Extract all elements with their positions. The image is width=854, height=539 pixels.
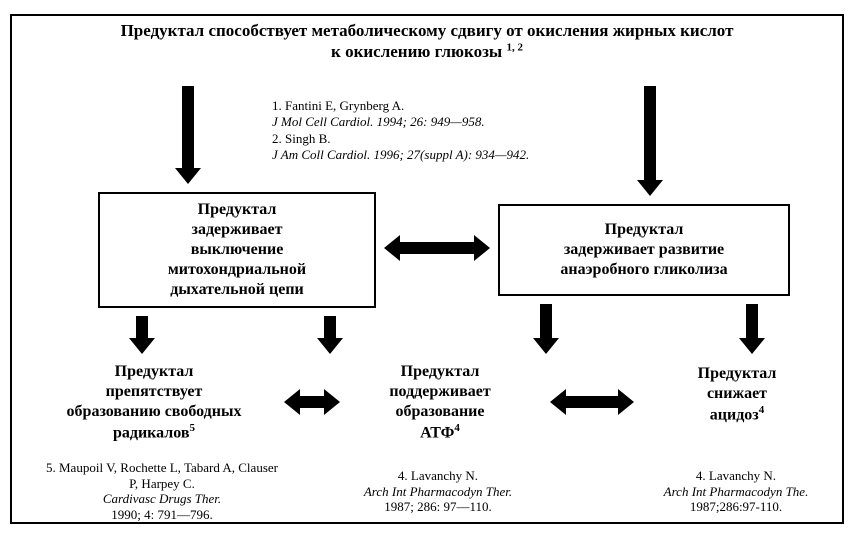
arrow-down_title_left <box>175 86 201 184</box>
reference-4-center: 4. Lavanchy N. Arch Int Pharmacodyn Ther… <box>322 468 554 515</box>
arrow-down_title_right <box>637 86 663 196</box>
tc-l4-sup: 4 <box>454 422 460 434</box>
tl-l3: образованию свободных <box>36 402 272 422</box>
tc-l1: Предуктал <box>352 362 528 382</box>
ref5-a2: P, Harpey C. <box>14 476 310 492</box>
arrow-bidir_bottom_lc <box>284 389 340 415</box>
box-left-l1: Предуктал <box>198 200 277 220</box>
text-atp: Предуктал поддерживает образование АТФ4 <box>352 362 528 443</box>
tl-l2: препятствует <box>36 382 272 402</box>
text-acidosis: Предуктал снижает ацидоз4 <box>652 364 822 425</box>
ref4c-v: 1987; 286: 97—110. <box>322 499 554 515</box>
box-mitochondrial: Предуктал задерживает выключение митохон… <box>98 192 376 308</box>
arrow-down_box_right_a <box>533 304 559 354</box>
box-left-l3: выключение <box>191 240 284 260</box>
box-left-l2: задерживает <box>192 220 283 240</box>
box-right-l2: задерживает развитие <box>564 240 724 260</box>
tr-l2: снижает <box>652 384 822 404</box>
reference-4-right: 4. Lavanchy N. Arch Int Pharmacodyn The.… <box>628 468 844 515</box>
tr-l3-text: ацидоз <box>710 406 759 423</box>
ref4r-a: 4. Lavanchy N. <box>628 468 844 484</box>
arrow-down_box_left_b <box>317 316 343 354</box>
ref5-j: Cardivasc Drugs Ther. <box>14 491 310 507</box>
tl-l4-sup: 5 <box>190 422 196 434</box>
box-right-l3: анаэробного гликолиза <box>560 260 727 280</box>
tc-l4: АТФ4 <box>352 422 528 443</box>
ref4r-v: 1987;286:97-110. <box>628 499 844 515</box>
ref5-a1: 5. Maupoil V, Rochette L, Tabard A, Clau… <box>14 460 310 476</box>
tc-l3: образование <box>352 402 528 422</box>
text-free-radicals: Предуктал препятствует образованию свобо… <box>36 362 272 443</box>
box-right-l1: Предуктал <box>605 220 684 240</box>
tr-l3-sup: 4 <box>759 404 765 416</box>
tl-l1: Предуктал <box>36 362 272 382</box>
reference-5: 5. Maupoil V, Rochette L, Tabard A, Clau… <box>14 460 310 522</box>
ref4c-j: Arch Int Pharmacodyn Ther. <box>322 484 554 500</box>
arrow-bidir_bottom_cr <box>550 389 634 415</box>
tr-l1: Предуктал <box>652 364 822 384</box>
ref4c-a: 4. Lavanchy N. <box>322 468 554 484</box>
box-left-l5: дыхательной цепи <box>170 280 304 300</box>
box-anaerobic: Предуктал задерживает развитие анаэробно… <box>498 204 790 296</box>
tl-l4-text: радикалов <box>113 424 190 441</box>
diagram-frame: Предуктал способствует метаболическому с… <box>10 14 844 524</box>
box-left-l4: митохондриальной <box>168 260 306 280</box>
ref4r-j: Arch Int Pharmacodyn The. <box>628 484 844 500</box>
ref5-v: 1990; 4: 791—796. <box>14 507 310 523</box>
tc-l2: поддерживает <box>352 382 528 402</box>
arrow-bidir_boxes <box>384 235 490 261</box>
tc-l4-text: АТФ <box>420 424 454 441</box>
arrow-down_box_right_b <box>739 304 765 354</box>
tr-l3: ацидоз4 <box>652 404 822 425</box>
tl-l4: радикалов5 <box>36 422 272 443</box>
arrow-down_box_left_a <box>129 316 155 354</box>
